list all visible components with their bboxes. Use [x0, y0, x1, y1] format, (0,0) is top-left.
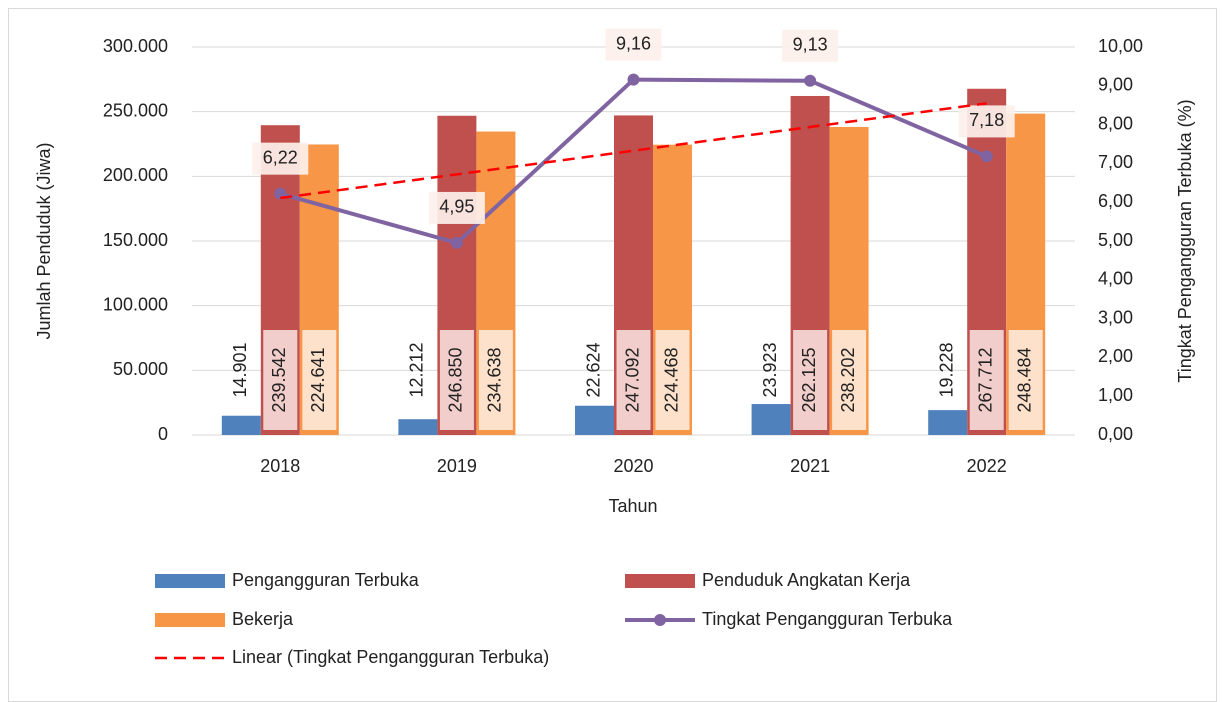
label-box — [478, 330, 513, 430]
trend-line — [280, 102, 987, 200]
y-tick-label: 100.000 — [103, 294, 168, 314]
y-tick-label: 250.000 — [103, 100, 168, 120]
data-label: 224.641 — [308, 347, 328, 412]
data-label: 248.484 — [1014, 347, 1034, 412]
data-label: 238.202 — [838, 347, 858, 412]
data-label: 246.850 — [446, 347, 466, 412]
y2-tick-label: 0,00 — [1098, 424, 1133, 444]
bar — [575, 405, 614, 435]
y2-tick-label: 4,00 — [1098, 269, 1133, 289]
data-label: 234.638 — [485, 347, 505, 412]
legend-marker — [654, 614, 666, 626]
bar-labels: 14.901 12.212 22.624 23.923 19.228 239.542 246… — [230, 330, 1043, 430]
label-box — [616, 330, 651, 430]
label-box — [428, 191, 485, 224]
y2-axis-label: Tingkat Pengangguran Terbuka (%) — [1175, 99, 1195, 382]
data-label: 262.125 — [799, 347, 819, 412]
x-axis-label: Tahun — [608, 496, 657, 516]
legend-swatch — [155, 574, 225, 588]
y2-tick-label: 10,00 — [1098, 36, 1143, 56]
marker — [804, 74, 817, 87]
data-label: 9,13 — [793, 35, 828, 55]
data-label: 12.212 — [407, 342, 427, 397]
data-label: 267.712 — [975, 347, 995, 412]
y2-tick-label: 6,00 — [1098, 191, 1133, 211]
y-tick-label: 0 — [158, 424, 168, 444]
label-box — [793, 330, 828, 430]
y2-tick-label: 2,00 — [1098, 346, 1133, 366]
x-tick-label: 2019 — [437, 456, 477, 476]
marker — [627, 73, 640, 86]
label-box — [263, 330, 298, 430]
y2-tick-label: 3,00 — [1098, 307, 1133, 327]
legend-label: Bekerja — [232, 609, 294, 629]
label-box — [832, 330, 867, 430]
legend-label: Tingkat Pengangguran Terbuka — [702, 609, 953, 629]
legend-swatch — [625, 574, 695, 588]
data-label: 4,95 — [439, 197, 474, 217]
legend-label: Pengangguran Terbuka — [232, 570, 420, 590]
bar — [221, 415, 261, 435]
data-label: 23.923 — [760, 342, 780, 397]
label-box — [782, 29, 839, 62]
data-label: 22.624 — [583, 342, 603, 397]
legend-swatch — [155, 613, 225, 627]
data-label: 6,22 — [263, 147, 298, 167]
label-box — [605, 28, 662, 61]
bar — [751, 404, 791, 435]
label-box — [439, 330, 474, 430]
bar — [928, 410, 968, 435]
data-label: 9,16 — [616, 33, 651, 53]
bar — [398, 419, 438, 435]
legend-label: Penduduk Angkatan Kerja — [702, 570, 911, 590]
grid — [192, 46, 1075, 436]
y-tick-label: 300.000 — [103, 36, 168, 56]
marker — [980, 150, 993, 163]
y2-tick-label: 9,00 — [1098, 75, 1133, 95]
data-label: 247.092 — [622, 347, 642, 412]
label-box — [969, 330, 1004, 430]
marker — [450, 236, 463, 249]
y2-tick-label: 8,00 — [1098, 113, 1133, 133]
data-label: 239.542 — [269, 347, 289, 412]
x-tick-label: 2020 — [613, 456, 653, 476]
x-tick-label: 2021 — [790, 456, 830, 476]
legend-label: Linear (Tingkat Pengangguran Terbuka) — [232, 647, 549, 667]
y2-tick-label: 7,00 — [1098, 152, 1133, 172]
label-box — [958, 105, 1015, 138]
x-tick-label: 2022 — [967, 456, 1007, 476]
y-tick-label: 200.000 — [103, 165, 168, 185]
y-tick-label: 150.000 — [103, 230, 168, 250]
label-box — [252, 142, 309, 175]
x-tick-label: 2018 — [260, 456, 300, 476]
data-label: 7,18 — [969, 110, 1004, 130]
label-box — [302, 330, 337, 430]
label-box — [1008, 330, 1043, 430]
y2-tick-label: 1,00 — [1098, 385, 1133, 405]
y2-tick-label: 5,00 — [1098, 230, 1133, 250]
data-label: 19.228 — [936, 342, 956, 397]
label-box — [655, 330, 690, 430]
y-axis-label: Jumlah Penduduk (Jiwa) — [34, 142, 54, 339]
data-label: 14.901 — [230, 342, 250, 397]
y-tick-label: 50.000 — [113, 359, 168, 379]
data-label: 224.468 — [661, 347, 681, 412]
